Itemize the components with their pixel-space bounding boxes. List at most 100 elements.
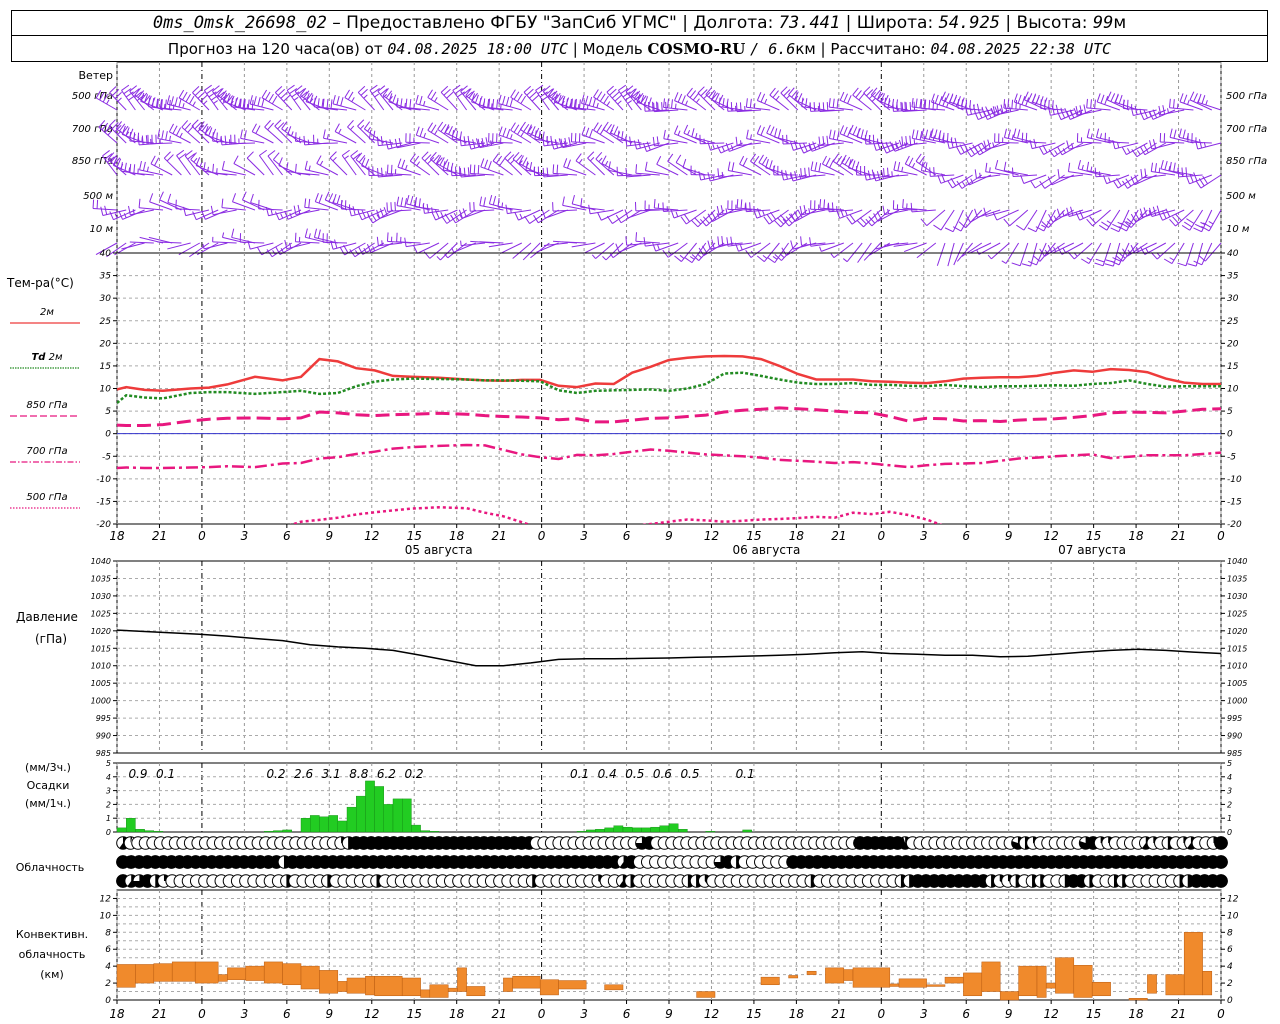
wind-barb xyxy=(976,242,1001,255)
precip-ytick-label-left: 4 xyxy=(106,773,111,782)
convective-axis-label: Конвективн. xyxy=(16,928,88,941)
wind-barb xyxy=(552,164,578,176)
wind-barb xyxy=(625,136,651,147)
wind-barb xyxy=(523,85,541,111)
convective-bar xyxy=(1128,998,1148,1001)
wind-barb xyxy=(1185,172,1212,185)
resolution: / 6.6 xyxy=(750,40,796,58)
wind-barb xyxy=(314,193,338,211)
temp-ytick-label-right: 30 xyxy=(1227,294,1239,304)
cloud-cover-fill xyxy=(1214,874,1228,888)
wind-barb xyxy=(1066,107,1093,120)
wind-barb xyxy=(832,153,854,176)
wind-barb xyxy=(1047,242,1075,254)
wind-barb xyxy=(652,242,679,252)
wind-barb xyxy=(983,106,1010,121)
wind-barb xyxy=(542,167,568,178)
wind-barb xyxy=(616,166,642,177)
wind-barb xyxy=(488,133,513,144)
temp-xtick-label: 15 xyxy=(1086,529,1101,543)
convective-bar xyxy=(1055,957,1075,994)
wind-barb xyxy=(652,136,679,147)
precip-sum-label: 2.6 xyxy=(294,767,313,781)
wind-barb xyxy=(1038,142,1065,155)
convective-bar xyxy=(217,974,228,982)
wind-barb xyxy=(937,173,964,184)
pressure-ytick-label-right: 1005 xyxy=(1227,679,1247,688)
wind-barb xyxy=(1067,242,1093,260)
convective-bar xyxy=(466,986,486,997)
sep: | xyxy=(845,13,852,33)
wind-barb xyxy=(431,209,458,221)
wind-barb xyxy=(985,162,1010,176)
wind-barb xyxy=(580,198,605,211)
wind-barb xyxy=(469,202,495,212)
wind-barb xyxy=(1003,99,1028,111)
wind-barb xyxy=(735,102,762,113)
convective-xtick-label: 3 xyxy=(241,1007,249,1021)
sep: | xyxy=(820,40,826,58)
pressure-ytick-label-right: 1020 xyxy=(1227,627,1247,636)
wind-title: Ветер xyxy=(79,69,113,82)
wind-barb xyxy=(1077,159,1102,176)
convective-bar xyxy=(245,965,265,981)
convective-xtick-label: 18 xyxy=(449,1007,465,1021)
wind-barb xyxy=(819,242,844,252)
wind-barb xyxy=(316,155,339,176)
cloud-cover-fill xyxy=(1214,855,1228,869)
wind-barb xyxy=(663,129,688,144)
wind-barb xyxy=(212,163,237,176)
wind-barb xyxy=(251,123,274,144)
day-label: 05 августа xyxy=(405,543,473,557)
wind-barb xyxy=(460,240,486,247)
wind-barb xyxy=(575,153,596,176)
temp-ytick-label-left: -10 xyxy=(96,475,111,485)
wind-barb xyxy=(1104,132,1130,144)
wind-barb xyxy=(952,209,974,232)
wind-barb xyxy=(542,135,568,147)
wind-barb xyxy=(756,125,780,144)
temp-xtick-label: 21 xyxy=(152,529,167,543)
wind-barb xyxy=(274,209,302,221)
alt-label: Высота: xyxy=(1016,13,1088,33)
temp-series-4 xyxy=(117,443,1221,470)
wind-barb xyxy=(698,171,725,181)
wind-barb xyxy=(1094,167,1120,178)
wind-barb xyxy=(903,242,927,253)
wind-barb xyxy=(901,135,927,146)
precip-bar xyxy=(300,818,311,833)
precip-bar xyxy=(135,829,145,833)
convective-xtick-label: 21 xyxy=(152,1007,167,1021)
wind-barb xyxy=(212,132,237,144)
precip-sum-label: 0.4 xyxy=(598,767,617,781)
temp-ytick-label-right: -20 xyxy=(1227,520,1242,530)
wind-barb xyxy=(673,125,697,144)
convective-xtick-label: 9 xyxy=(665,1007,673,1021)
wind-barb xyxy=(643,237,670,247)
wind-barb xyxy=(735,136,762,147)
wind-barb xyxy=(716,205,743,216)
wind-barb xyxy=(369,84,385,111)
wind-barb xyxy=(920,99,946,111)
sep: | xyxy=(572,40,578,58)
wind-barb xyxy=(625,236,651,246)
wind-barb xyxy=(734,242,762,252)
wind-barb xyxy=(1020,174,1047,184)
convective-xtick-label: 0 xyxy=(198,1007,206,1021)
wind-barb xyxy=(295,163,320,176)
wind-barb xyxy=(477,137,504,149)
wind-barb xyxy=(440,85,458,111)
wind-barb xyxy=(304,228,329,244)
wind-barb xyxy=(1003,128,1028,144)
wind-barb xyxy=(841,154,863,176)
wind-barb xyxy=(100,205,127,216)
temp-ytick-label-left: 30 xyxy=(100,294,112,304)
wind-barb xyxy=(893,161,918,176)
wind-barb xyxy=(617,130,642,144)
wind-barb xyxy=(561,97,587,111)
temp-ytick-label-right: -10 xyxy=(1227,475,1242,485)
wind-barb xyxy=(1169,209,1194,227)
wind-barb xyxy=(800,167,826,178)
wind-barb xyxy=(653,101,679,113)
wind-barb xyxy=(534,130,559,144)
